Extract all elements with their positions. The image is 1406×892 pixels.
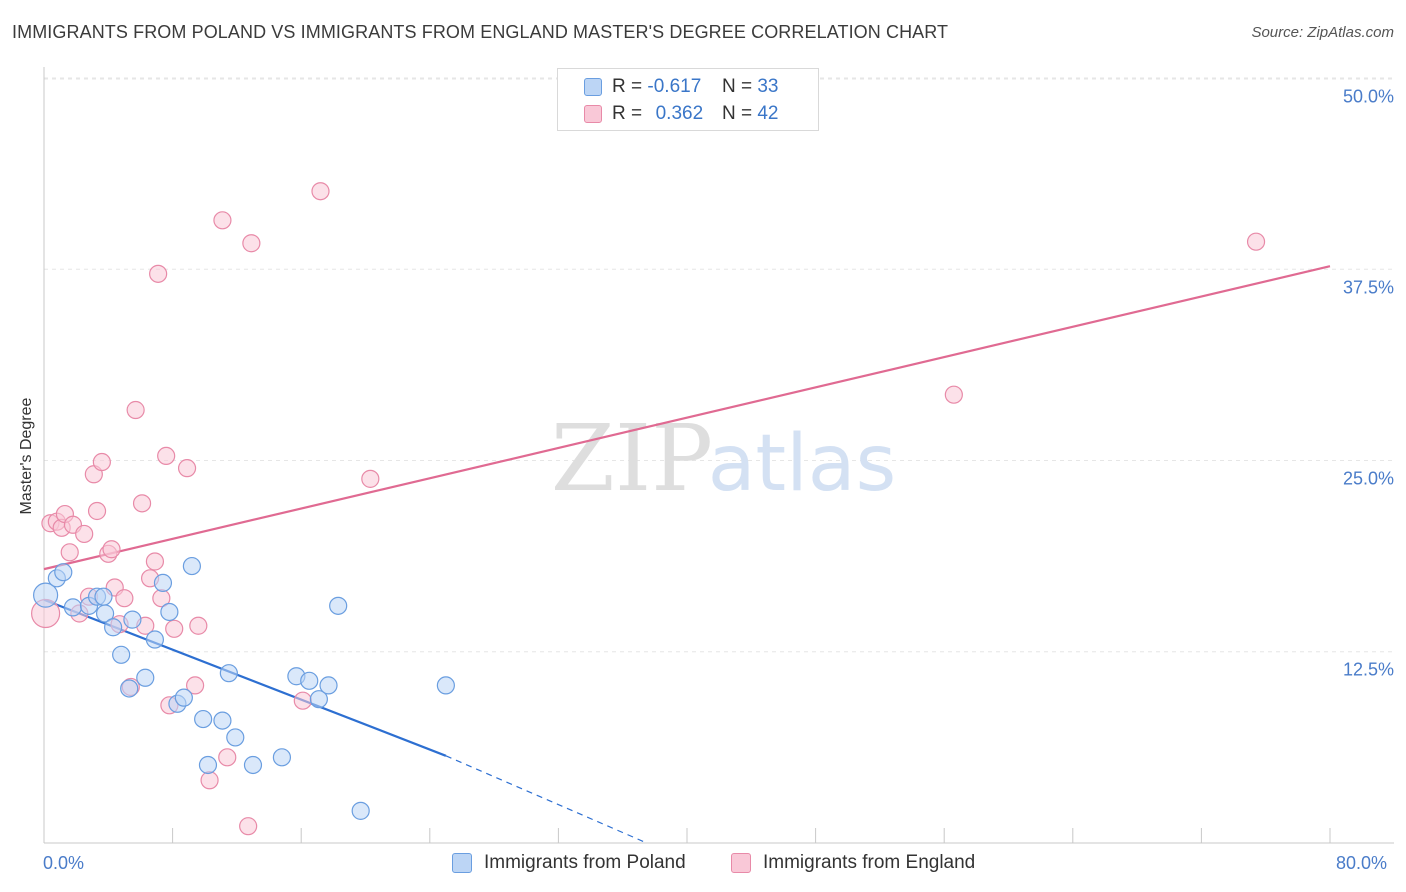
poland-point <box>351 801 370 820</box>
poland-point <box>160 602 179 622</box>
watermark-atlas: atlas <box>708 419 897 509</box>
legend-n-label: N = <box>721 103 753 124</box>
england-trend-line <box>43 265 1331 571</box>
y-tick-label-50: 50.0% <box>1342 86 1394 107</box>
poland-point <box>194 709 213 729</box>
legend-n-label: N = <box>721 76 753 97</box>
legend-n-value-england: 42 <box>757 103 779 124</box>
poland-point <box>63 598 83 617</box>
england-point <box>944 385 963 404</box>
england-point <box>311 182 330 201</box>
axes <box>43 67 1394 844</box>
poland-point <box>153 573 173 593</box>
england-point <box>361 469 380 488</box>
poland-point <box>300 671 319 690</box>
legend-n-value-poland: 33 <box>757 76 779 97</box>
poland-point <box>104 618 123 637</box>
series-legend-england: Immigrants from England <box>731 852 975 874</box>
poland-point <box>436 676 455 695</box>
poland-point <box>226 728 245 747</box>
poland-point <box>319 676 338 695</box>
legend-row-england: R = 0.362 N = 42 <box>584 102 778 126</box>
england-point <box>218 748 237 767</box>
england-legend-swatch <box>731 853 751 873</box>
poland-point <box>94 587 113 606</box>
poland-point <box>182 556 201 576</box>
chart-title: IMMIGRANTS FROM POLAND VS IMMIGRANTS FRO… <box>12 22 949 42</box>
poland-point <box>272 748 292 767</box>
x-tick-label-80: 80.0% <box>1336 853 1388 873</box>
y-tick-label-25: 25.0% <box>1342 468 1394 489</box>
england-point <box>186 676 205 695</box>
poland-trend-line <box>43 598 447 757</box>
poland-point <box>198 755 218 775</box>
poland-point <box>95 604 115 623</box>
poland-point <box>329 596 348 615</box>
england-point <box>126 400 145 420</box>
england-point <box>132 494 152 513</box>
legend-r-label: R = <box>612 76 643 97</box>
england-point <box>200 771 219 790</box>
england-point <box>293 691 312 710</box>
watermark-zip: ZIP <box>551 405 713 512</box>
poland-point <box>112 645 131 664</box>
england-point <box>189 616 208 635</box>
poland-point <box>136 668 155 687</box>
england-point <box>157 446 176 466</box>
england-point <box>177 459 197 478</box>
poland-point <box>145 630 165 649</box>
poland-swatch <box>584 78 602 96</box>
poland-point <box>54 563 73 582</box>
poland-legend-label: Immigrants from Poland <box>484 852 686 873</box>
poland-point <box>243 755 263 775</box>
england-point <box>102 540 121 559</box>
england-point <box>213 211 232 230</box>
y-tick-label-12-5: 12.5% <box>1342 659 1394 680</box>
legend-r-value-england: 0.362 <box>655 103 704 124</box>
legend-r-value-poland: -0.617 <box>647 76 702 97</box>
poland-point <box>174 688 193 707</box>
poland-point <box>219 664 238 683</box>
poland-point <box>120 679 139 698</box>
england-legend-label: Immigrants from England <box>763 852 976 873</box>
y-tick-label-37-5: 37.5% <box>1342 277 1394 298</box>
legend-r-label: R = <box>612 103 643 124</box>
england-swatch <box>584 105 602 123</box>
england-point <box>149 264 168 283</box>
england-point <box>239 817 258 836</box>
england-point <box>145 552 165 571</box>
poland-point <box>33 582 59 608</box>
poland-point <box>309 690 328 709</box>
england-point <box>242 234 261 253</box>
poland-point <box>213 711 232 730</box>
england-point <box>87 501 107 521</box>
england-point <box>75 524 94 544</box>
england-point <box>92 452 111 472</box>
data-points <box>31 182 1266 836</box>
england-point <box>60 543 79 562</box>
poland-legend-swatch <box>452 853 472 873</box>
poland-trend-extension <box>445 755 648 844</box>
poland-point <box>123 610 142 629</box>
source-label: Source: ZipAtlas.com <box>1251 24 1394 41</box>
trend-lines <box>43 265 1331 844</box>
england-point <box>1246 232 1266 251</box>
x-tick-label-0: 0.0% <box>43 853 85 873</box>
series-legend-poland: Immigrants from Poland <box>452 852 686 874</box>
england-point <box>165 619 184 638</box>
england-point <box>115 589 134 608</box>
correlation-legend: R = -0.617 N = 33 R = 0.362 N = 42 <box>557 68 819 131</box>
legend-row-poland: R = -0.617 N = 33 <box>584 75 778 99</box>
gridlines <box>44 77 1394 653</box>
